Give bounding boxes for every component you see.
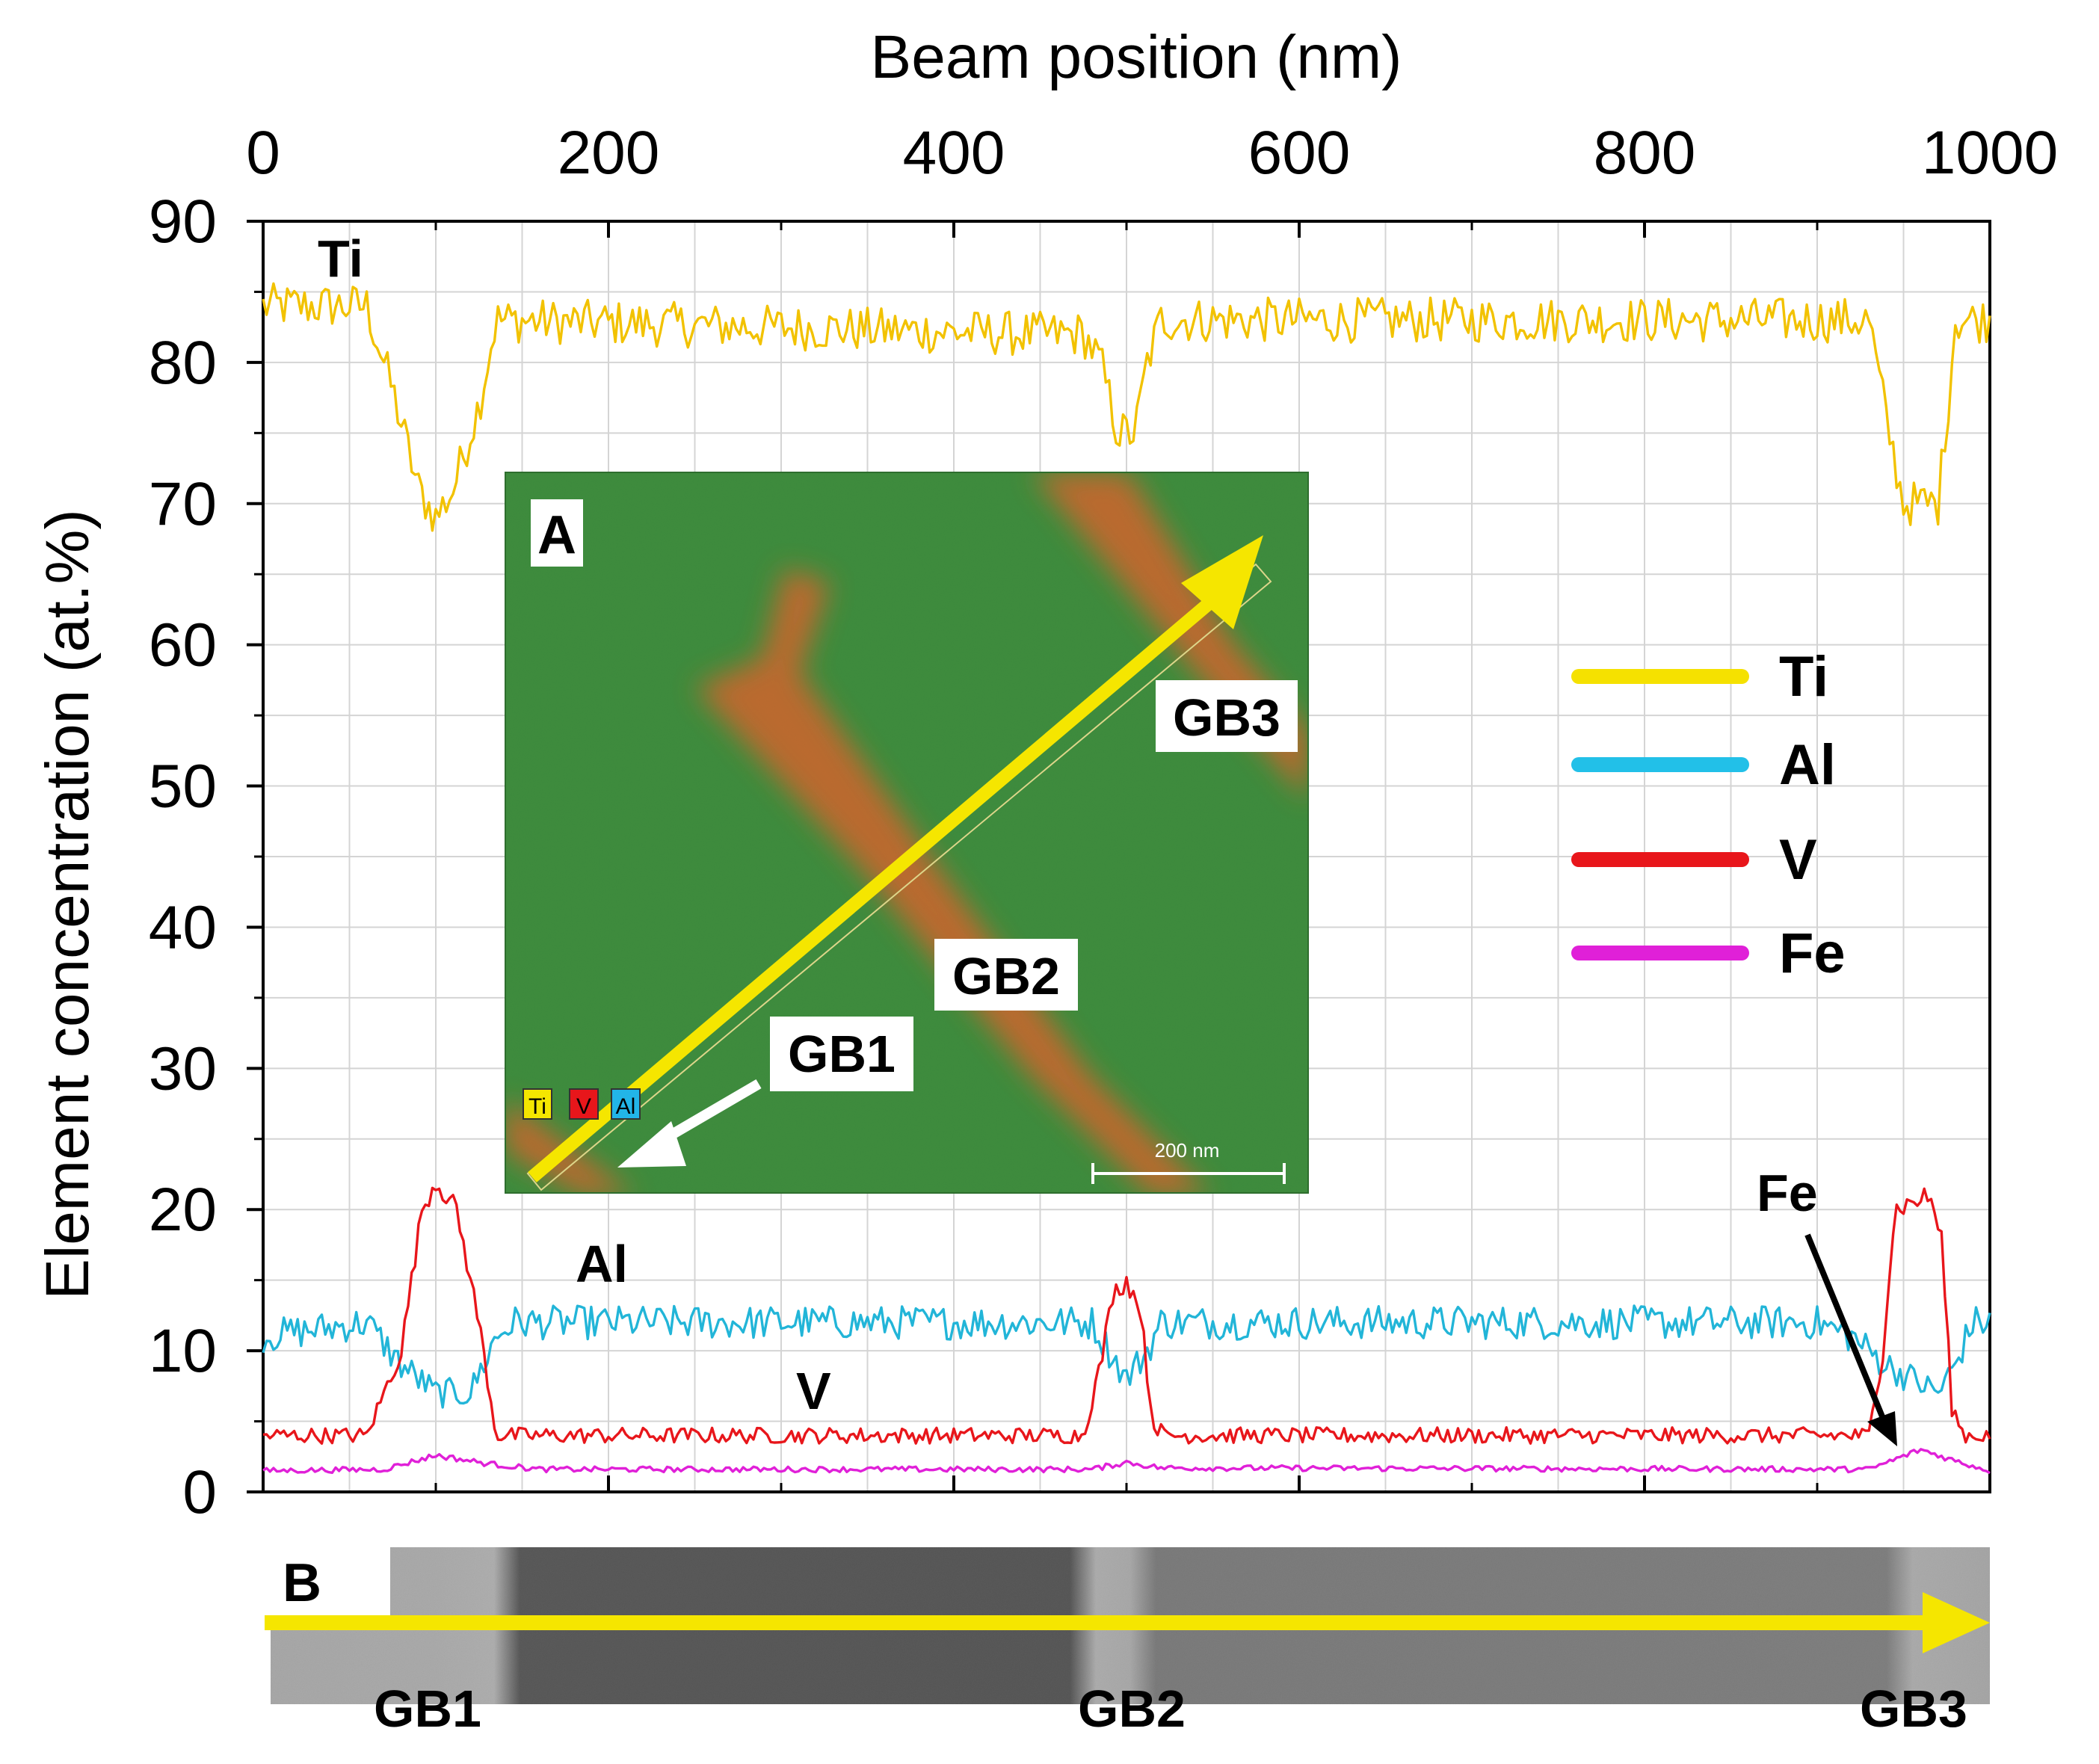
curve-label-al: Al <box>576 1235 628 1293</box>
gb1-pointer-arrow <box>617 1079 762 1168</box>
y-tick-label: 80 <box>149 329 217 397</box>
gb3-label-a: GB3 <box>1173 688 1280 747</box>
axis-ticks: 0 200 400 600 800 1000 0 10 20 30 40 50 60 70 80 90 <box>149 119 2058 1526</box>
series-line-v <box>262 1186 1991 1445</box>
inset-a-map: Ti V Al 200 nm A GB3 GB2 GB1 <box>505 472 1309 1194</box>
inset-b-strip: B GB1 GB2 GB3 <box>265 1547 1990 1738</box>
gb2-label-b: GB2 <box>1078 1680 1186 1738</box>
chip-al: Al <box>616 1094 636 1119</box>
chip-ti: Ti <box>528 1094 546 1119</box>
legend-label-al: Al <box>1779 733 1836 797</box>
x-tick-label: 200 <box>558 119 660 187</box>
inset-b-label: B <box>283 1553 321 1613</box>
scale-bar: 200 nm <box>1091 1139 1286 1184</box>
gb3-label-b: GB3 <box>1860 1680 1967 1738</box>
strip-scan-arrow <box>265 1592 1990 1653</box>
x-tick-label: 1000 <box>1922 119 2058 187</box>
y-tick-label: 0 <box>182 1458 217 1526</box>
y-tick-label: 40 <box>149 893 217 961</box>
y-tick-label: 90 <box>149 188 217 256</box>
y-tick-label: 50 <box>149 753 217 821</box>
x-tick-label: 800 <box>1594 119 1696 187</box>
gb2-label-a: GB2 <box>952 947 1060 1005</box>
y-axis-title: Element concentration (at.%) <box>34 509 102 1299</box>
y-tick-label: 30 <box>149 1034 217 1102</box>
y-tick-label: 60 <box>149 611 217 679</box>
y-tick-label: 20 <box>149 1176 217 1244</box>
scale-bar-label: 200 nm <box>1155 1139 1220 1162</box>
x-axis-title: Beam position (nm) <box>871 23 1402 91</box>
x-tick-label: 600 <box>1248 119 1351 187</box>
gb1-label-a: GB1 <box>788 1025 896 1083</box>
series-layer <box>262 282 1991 1475</box>
series-line-al <box>262 1304 1991 1409</box>
legend: Ti Al V Fe <box>1571 645 1846 985</box>
curve-label-fe: Fe <box>1757 1164 1818 1222</box>
x-tick-label: 400 <box>903 119 1005 187</box>
legend-label-v: V <box>1779 828 1817 892</box>
curve-label-v: V <box>796 1362 831 1420</box>
series-line-fe <box>262 1448 1991 1475</box>
x-tick-label: 0 <box>246 119 280 187</box>
line-scan-arrow <box>528 535 1263 1182</box>
chip-v: V <box>576 1094 591 1119</box>
legend-label-fe: Fe <box>1779 922 1846 985</box>
inset-a-label: A <box>537 505 576 565</box>
fe-pointer-arrow <box>1804 1233 1897 1446</box>
legend-label-ti: Ti <box>1779 645 1828 709</box>
curve-label-ti: Ti <box>318 229 363 288</box>
gb1-label-b: GB1 <box>374 1680 481 1738</box>
y-tick-label: 70 <box>149 470 217 538</box>
y-tick-label: 10 <box>149 1317 217 1385</box>
series-line-ti <box>262 282 1991 532</box>
